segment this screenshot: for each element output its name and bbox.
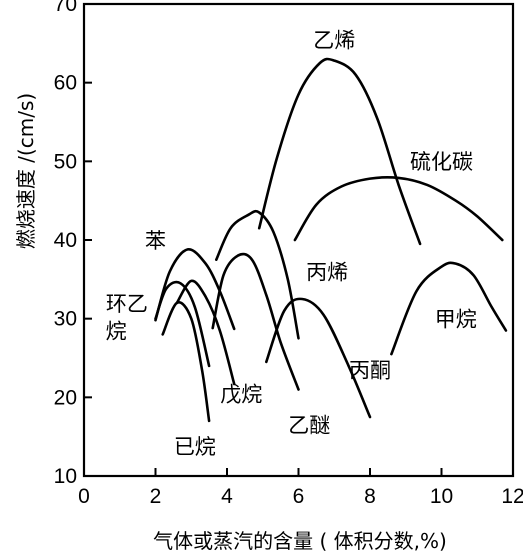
y-tick-label: 30 — [54, 308, 77, 331]
series-curve-8 — [265, 297, 372, 419]
y-tick-label: 70 — [54, 0, 77, 16]
curve-label-6: 甲烷 — [435, 308, 477, 332]
curve-label-5: 烷 — [106, 319, 127, 343]
series-curve-3 — [215, 209, 300, 340]
x-axis-label: 气体或蒸汽的含量 ( 体积分数,%) — [153, 529, 447, 553]
curve-label-7: 丙酮 — [349, 359, 391, 383]
curve-label-0: 乙烯 — [313, 28, 355, 52]
series-curve-7 — [161, 301, 211, 423]
series-curves — [154, 57, 508, 423]
series-curve-9 — [390, 261, 508, 356]
y-tick-label: 50 — [54, 150, 77, 173]
series-curve-2 — [154, 248, 236, 331]
curve-label-3: 丙烯 — [306, 260, 348, 284]
x-tick-label: 0 — [78, 485, 90, 508]
curve-label-9: 乙醚 — [288, 414, 330, 438]
x-tick-label: 12 — [501, 485, 523, 508]
series-curve-5 — [154, 280, 211, 368]
y-tick-label: 20 — [54, 386, 77, 409]
curve-label-1: 硫化碳 — [410, 150, 473, 174]
series-curve-4 — [211, 252, 300, 391]
y-axis-label: 燃烧速度 /(cm/s) — [14, 93, 38, 249]
x-tick-label: 6 — [293, 485, 305, 508]
curve-label-4: 环乙 — [106, 292, 148, 316]
series-curve-1 — [293, 175, 504, 242]
x-tick-label: 10 — [430, 485, 453, 508]
curve-label-10: 已烷 — [174, 435, 216, 459]
y-tick-label: 40 — [54, 229, 77, 252]
y-tick-label: 60 — [54, 72, 77, 95]
x-tick-label: 8 — [364, 485, 376, 508]
x-tick-label: 4 — [221, 485, 233, 508]
series-curve-6 — [175, 279, 236, 386]
x-tick-label: 2 — [150, 485, 162, 508]
curve-label-2: 苯 — [145, 229, 166, 253]
curve-label-8: 戊烷 — [220, 382, 262, 406]
y-tick-label: 10 — [54, 465, 77, 488]
axis-ticks: 0 2 4 6 8 10 12 10 20 30 40 50 60 70 — [54, 0, 523, 508]
series-curve-0 — [257, 57, 422, 246]
